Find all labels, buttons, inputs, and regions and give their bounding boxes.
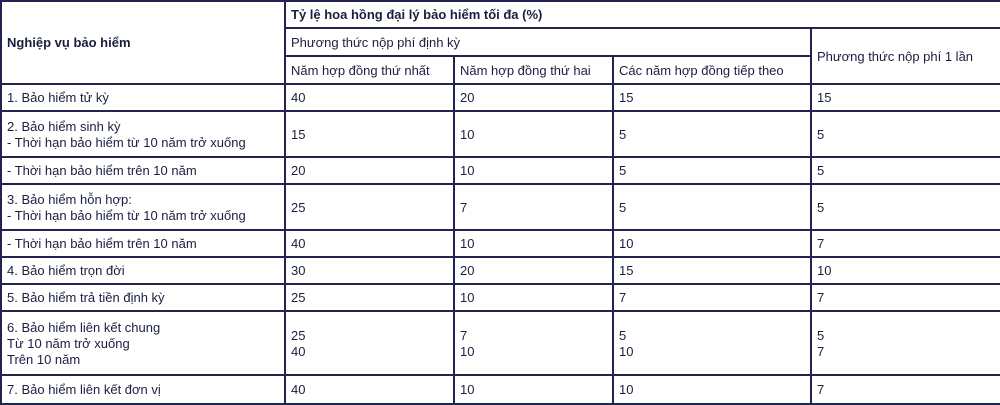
cell-y2: 7 10 — [453, 310, 614, 376]
table-row: - Thời hạn bảo hiểm trên 10 năm 40 10 10 7 — [0, 229, 1000, 258]
cell-single: 5 — [809, 183, 1000, 231]
cell-later: 15 — [612, 256, 812, 285]
cell-label: 1. Bảo hiểm tử kỳ — [0, 83, 286, 112]
table-row: 5. Bảo hiểm trả tiền định kỳ 25 10 7 7 — [0, 283, 1000, 312]
cell-label: 6. Bảo hiểm liên kết chung Từ 10 năm trở… — [0, 310, 286, 376]
cell-single: 15 — [809, 83, 1000, 112]
cell-single: 7 — [809, 283, 1000, 312]
cell-label: 5. Bảo hiểm trả tiền định kỳ — [0, 283, 286, 312]
header-business: Nghiệp vụ bảo hiểm — [0, 0, 286, 85]
cell-y1: 40 — [284, 374, 455, 405]
cell-single: 5 7 — [809, 310, 1000, 376]
cell-later: 10 — [612, 374, 812, 405]
cell-single: 10 — [809, 256, 1000, 285]
cell-y1: 15 — [284, 110, 455, 158]
cell-later: 5 — [612, 183, 812, 231]
cell-later: 10 — [612, 229, 812, 258]
cell-y2: 10 — [453, 374, 614, 405]
header-single: Phương thức nộp phí 1 lần — [809, 27, 1000, 85]
cell-y2: 10 — [453, 283, 614, 312]
cell-label: - Thời hạn bảo hiểm trên 10 năm — [0, 156, 286, 185]
cell-later: 5 10 — [612, 310, 812, 376]
cell-label: 2. Bảo hiểm sinh kỳ - Thời hạn bảo hiểm … — [0, 110, 286, 158]
cell-y1: 25 40 — [284, 310, 455, 376]
cell-y2: 10 — [453, 110, 614, 158]
table-row: - Thời hạn bảo hiểm trên 10 năm 20 10 5 5 — [0, 156, 1000, 185]
cell-y2: 10 — [453, 156, 614, 185]
cell-label: 3. Bảo hiểm hỗn hợp: - Thời hạn bảo hiểm… — [0, 183, 286, 231]
table-row: 6. Bảo hiểm liên kết chung Từ 10 năm trở… — [0, 310, 1000, 376]
cell-single: 7 — [809, 229, 1000, 258]
cell-later: 15 — [612, 83, 812, 112]
table-row: 2. Bảo hiểm sinh kỳ - Thời hạn bảo hiểm … — [0, 110, 1000, 158]
header-periodic: Phương thức nộp phí định kỳ — [284, 27, 812, 57]
header-later: Các năm hợp đồng tiếp theo — [612, 55, 812, 85]
cell-later: 5 — [612, 156, 812, 185]
cell-y1: 25 — [284, 283, 455, 312]
cell-y1: 25 — [284, 183, 455, 231]
header-rate: Tỷ lệ hoa hồng đại lý bảo hiểm tối đa (%… — [283, 0, 1000, 29]
cell-label: - Thời hạn bảo hiểm trên 10 năm — [0, 229, 286, 258]
cell-label: 7. Bảo hiểm liên kết đơn vị — [0, 374, 286, 405]
cell-y2: 20 — [453, 83, 614, 112]
cell-later: 5 — [612, 110, 812, 158]
cell-y1: 40 — [284, 83, 455, 112]
cell-y2: 7 — [453, 183, 614, 231]
cell-y1: 30 — [284, 256, 455, 285]
cell-single: 5 — [809, 156, 1000, 185]
cell-later: 7 — [612, 283, 812, 312]
table-row: 1. Bảo hiểm tử kỳ 40 20 15 15 — [0, 83, 1000, 112]
cell-single: 5 — [809, 110, 1000, 158]
cell-y2: 20 — [453, 256, 614, 285]
table-row: 4. Bảo hiểm trọn đời 30 20 15 10 — [0, 256, 1000, 285]
table-row: 7. Bảo hiểm liên kết đơn vị 40 10 10 7 — [0, 374, 1000, 405]
cell-y1: 20 — [284, 156, 455, 185]
header-year2: Năm hợp đồng thứ hai — [453, 55, 614, 85]
cell-single: 7 — [809, 374, 1000, 405]
table-row: 3. Bảo hiểm hỗn hợp: - Thời hạn bảo hiểm… — [0, 183, 1000, 231]
cell-y1: 40 — [284, 229, 455, 258]
cell-y2: 10 — [453, 229, 614, 258]
header-year1: Năm hợp đồng thứ nhất — [284, 55, 455, 85]
cell-label: 4. Bảo hiểm trọn đời — [0, 256, 286, 285]
